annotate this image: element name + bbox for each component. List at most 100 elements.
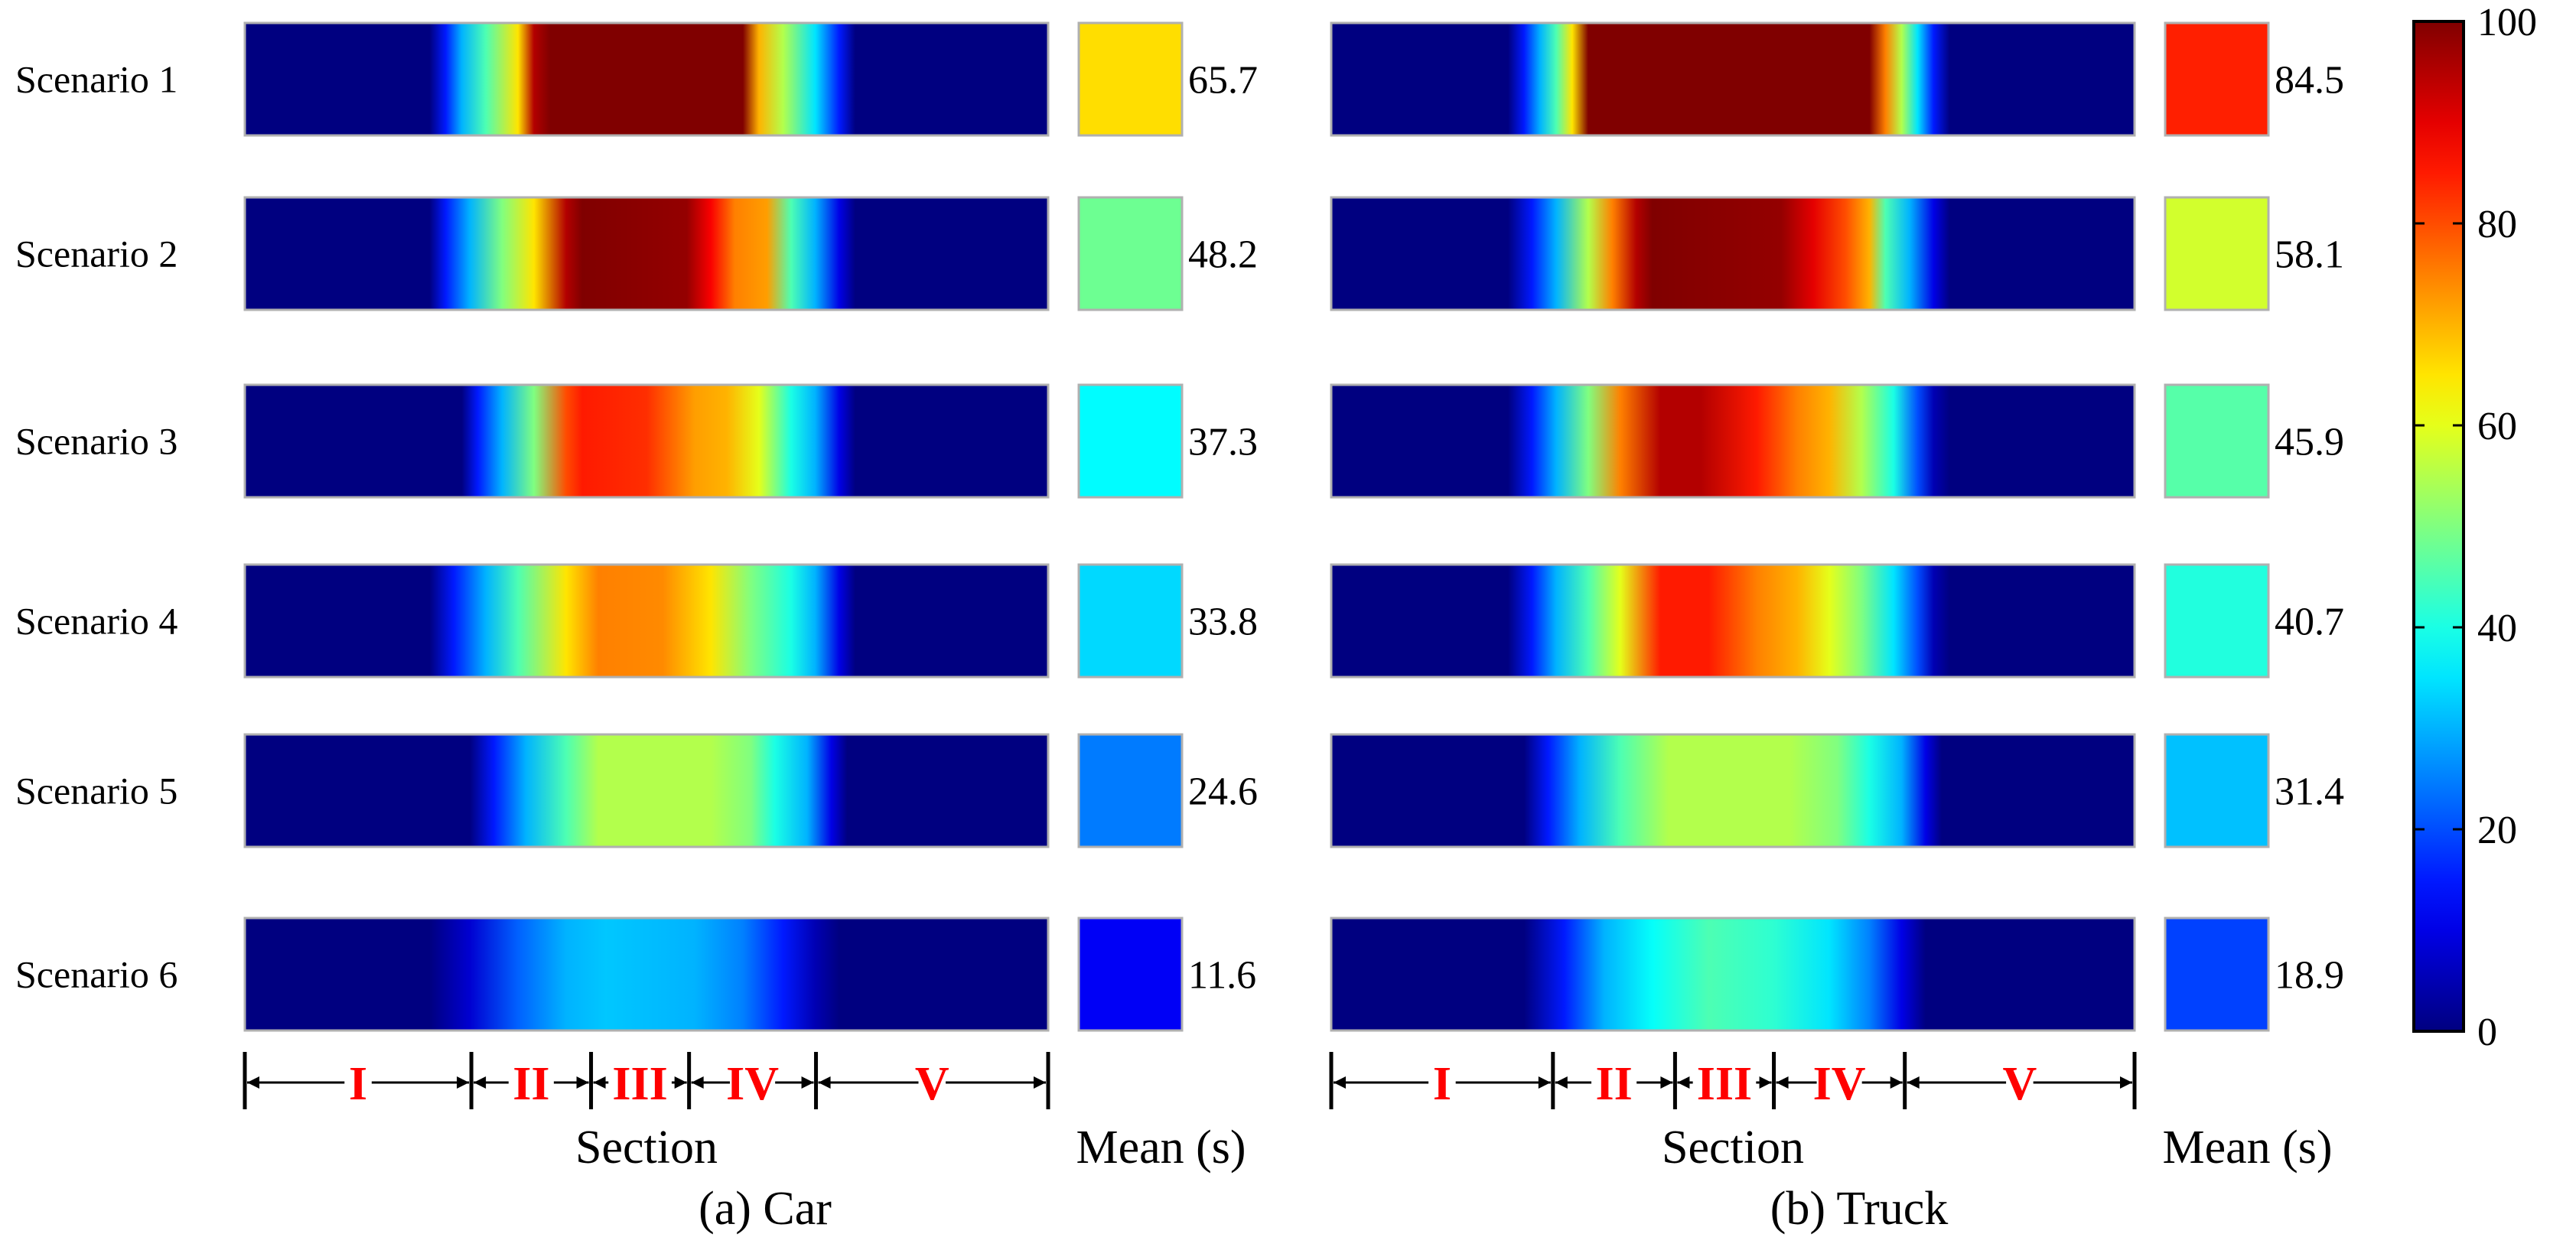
section-II: II (474, 1058, 589, 1110)
mean-value: 37.3 (1188, 421, 1258, 464)
panel-caption: (a) Car (699, 1183, 832, 1235)
scenario-label: Scenario 2 (15, 233, 177, 275)
section-III: III (1677, 1058, 1772, 1110)
colorbar-tick-label: 80 (2477, 203, 2517, 246)
mean-value: 84.5 (2275, 59, 2344, 103)
arrow-head-icon (1677, 1076, 1690, 1089)
heatmap-strip (243, 21, 1050, 137)
mean-value: 24.6 (1188, 770, 1258, 814)
section-label: III (612, 1058, 667, 1110)
mean-value: 31.4 (2275, 770, 2344, 814)
section-II: II (1555, 1058, 1673, 1110)
section-I: I (1334, 1058, 1551, 1110)
arrow-head-icon (1660, 1076, 1673, 1089)
panel-caption: (b) Truck (1770, 1183, 1949, 1235)
arrow-head-icon (1890, 1076, 1903, 1089)
mean-axis-label: Mean (s) (2162, 1122, 2332, 1174)
mean-value: 33.8 (1188, 601, 1258, 644)
section-IV: IV (1776, 1058, 1903, 1110)
colorbar-tick-label: 100 (2477, 1, 2537, 44)
colorbar-tick-label: 40 (2477, 607, 2517, 650)
section-I: I (247, 1058, 470, 1110)
colorbar: 0 20 40 60 80 100 (2412, 1, 2537, 1054)
colorbar-gradient (2412, 20, 2465, 1033)
arrow-head-icon (691, 1076, 704, 1089)
arrow-head-icon (1555, 1076, 1568, 1089)
mean-axis-label: Mean (s) (1076, 1122, 1246, 1174)
mean-value: 45.9 (2275, 421, 2344, 464)
arrow-head-icon (2120, 1076, 2132, 1089)
heatmap-strip (1330, 563, 2136, 679)
heatmap-strip (1330, 21, 2136, 137)
section-label: IV (726, 1058, 779, 1110)
arrow-head-icon (801, 1076, 814, 1089)
arrow-head-icon (474, 1076, 487, 1089)
mean-swatch (1077, 733, 1184, 848)
mean-value: 11.6 (1188, 954, 1256, 998)
section-axis: I II III IV V (1329, 1052, 2137, 1110)
mean-swatch (2164, 383, 2270, 499)
mean-value: 58.1 (2275, 233, 2344, 277)
mean-swatch (1077, 21, 1184, 137)
section-label: II (513, 1058, 549, 1110)
colorbar-tick-label: 0 (2477, 1011, 2497, 1054)
mean-value: 18.9 (2275, 954, 2344, 998)
heatmap-strip (243, 917, 1050, 1032)
heatmap-strip (1330, 917, 2136, 1032)
section-label: I (349, 1058, 367, 1110)
colorbar-tick-label: 20 (2477, 809, 2517, 852)
heatmap-strip (1330, 196, 2136, 311)
section-III: III (593, 1058, 687, 1110)
arrow-head-icon (1759, 1076, 1772, 1089)
mean-value: 65.7 (1188, 59, 1258, 103)
section-axis-label: Section (1662, 1122, 1804, 1174)
mean-swatch (2164, 917, 2270, 1032)
mean-swatch (2164, 563, 2270, 679)
heatmap-strip (243, 196, 1050, 311)
scenario-label: Scenario 3 (15, 420, 177, 463)
heatmap-strip (243, 563, 1050, 679)
arrow-head-icon (576, 1076, 589, 1089)
heatmap-strip (243, 733, 1050, 848)
heatmap-strip (243, 383, 1050, 499)
section-label: V (915, 1058, 949, 1110)
arrow-head-icon (593, 1076, 606, 1089)
mean-swatch (1077, 196, 1184, 311)
arrow-head-icon (1907, 1076, 1920, 1089)
arrow-head-icon (1538, 1076, 1551, 1089)
section-V: V (1907, 1058, 2132, 1110)
scenario-label: Scenario 5 (15, 770, 177, 812)
section-label: IV (1813, 1058, 1866, 1110)
mean-swatch (2164, 21, 2270, 137)
mean-value: 40.7 (2275, 601, 2344, 644)
section-label: V (2002, 1058, 2037, 1110)
mean-value: 48.2 (1188, 233, 1258, 277)
mean-swatch (1077, 383, 1184, 499)
heatmap-strip (1330, 383, 2136, 499)
arrow-head-icon (457, 1076, 470, 1089)
section-axis-label: Section (575, 1122, 718, 1174)
section-V: V (818, 1058, 1046, 1110)
mean-swatch (1077, 917, 1184, 1032)
arrow-head-icon (1034, 1076, 1046, 1089)
arrow-head-icon (1334, 1076, 1346, 1089)
section-label: I (1433, 1058, 1451, 1110)
scenario-label: Scenario 1 (15, 58, 177, 101)
panel-truck: 84.558.145.940.731.418.9I II III IV VSection… (1329, 21, 2344, 1235)
mean-swatch (1077, 563, 1184, 679)
arrow-head-icon (674, 1076, 687, 1089)
scenario-label: Scenario 6 (15, 953, 177, 996)
arrow-head-icon (247, 1076, 259, 1089)
heatmap-strip (1330, 733, 2136, 848)
arrow-head-icon (818, 1076, 831, 1089)
section-axis: I II III IV V (243, 1052, 1050, 1110)
section-label: II (1595, 1058, 1632, 1110)
arrow-head-icon (1776, 1076, 1789, 1089)
scenario-label: Scenario 4 (15, 600, 177, 643)
mean-swatch (2164, 196, 2270, 311)
panel-car: Scenario 1 65.7 Scenario 2 48.2 Scenario 3 37… (15, 21, 1258, 1235)
section-IV: IV (691, 1058, 814, 1110)
colorbar-tick-label: 60 (2477, 405, 2517, 448)
mean-swatch (2164, 733, 2270, 848)
